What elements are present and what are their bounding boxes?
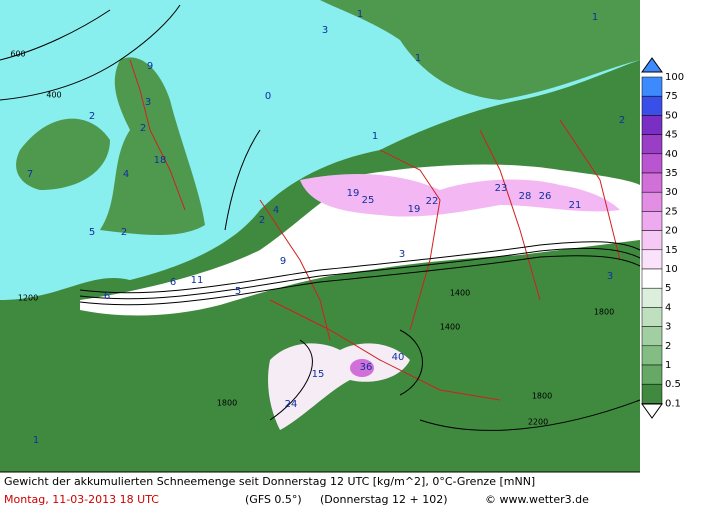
snow-label: 40	[392, 352, 405, 363]
legend-label: 100	[665, 72, 684, 83]
snow-label: 15	[312, 369, 325, 380]
snow-label: 3	[145, 97, 151, 108]
snow-label: 36	[360, 362, 373, 373]
snow-label: 24	[285, 399, 298, 410]
legend-bin	[641, 249, 663, 270]
legend-label: 1	[665, 360, 671, 371]
snow-label: 0	[265, 91, 271, 102]
footer-bg	[0, 472, 704, 513]
snow-label: 1	[357, 9, 363, 20]
snow-label: 1	[33, 435, 39, 446]
snow-label: 5	[235, 286, 241, 297]
snow-label: 2	[619, 115, 625, 126]
snow-label: 22	[426, 196, 439, 207]
contour-label: 1200	[18, 294, 38, 303]
legend-label: 30	[665, 187, 678, 198]
ireland	[16, 118, 111, 190]
legend-label: 3	[665, 322, 671, 333]
snow-label: 2	[89, 111, 95, 122]
legend-bin	[641, 345, 663, 366]
alps-snow	[268, 343, 410, 430]
snow-label: 2	[140, 123, 146, 134]
snow-label: 2	[121, 227, 127, 238]
snow-label: 26	[539, 191, 552, 202]
legend-bin	[641, 95, 663, 116]
snow-label: 19	[408, 204, 421, 215]
legend-bin	[641, 115, 663, 135]
legend-label: 35	[665, 168, 678, 179]
alps-core	[350, 359, 374, 377]
legend-bin	[641, 287, 663, 308]
contour-label: 2200	[528, 418, 548, 427]
legend-bin	[641, 153, 663, 174]
snow-label: 7	[27, 169, 33, 180]
legend-bin	[641, 364, 663, 385]
legend-label: 75	[665, 91, 678, 102]
legend-label: 25	[665, 206, 678, 217]
snow-label: 3	[322, 25, 328, 36]
snow-label: 3	[399, 249, 405, 260]
legend-bin	[641, 76, 663, 97]
legend-bin	[641, 307, 663, 327]
legend-bottom-arrow	[641, 403, 663, 419]
contour-label: 600	[10, 50, 25, 59]
legend-top-arrow	[641, 57, 663, 73]
legend-label: 10	[665, 264, 678, 275]
legend-bin	[641, 191, 663, 212]
contour-label: 1800	[217, 399, 237, 408]
legend-label: 0.1	[665, 398, 681, 409]
legend-bin	[641, 172, 663, 193]
legend-label: 45	[665, 130, 678, 141]
legend-bin	[641, 326, 663, 347]
snow-label: 9	[280, 256, 286, 267]
legend-label: 2	[665, 341, 671, 352]
legend-bin	[641, 383, 663, 404]
contour-label: 1800	[594, 308, 614, 317]
contours	[0, 4, 641, 431]
legend-bin	[641, 268, 663, 289]
snow-label: 21	[569, 200, 582, 211]
snow-label: 23	[495, 183, 508, 194]
contour-label: 400	[46, 91, 61, 100]
snow-label: 1	[415, 53, 421, 64]
legend-label: 20	[665, 226, 678, 237]
snow-label: 9	[147, 61, 153, 72]
footer-model: (GFS 0.5°)	[245, 493, 302, 506]
snow-label: 6	[170, 277, 176, 288]
legend-label: 15	[665, 245, 678, 256]
snow-label: 5	[89, 227, 95, 238]
footer-date: Montag, 11-03-2013 18 UTC	[4, 493, 159, 506]
legend-label: 50	[665, 110, 678, 121]
legend-label: 4	[665, 302, 671, 313]
legend-label: 40	[665, 149, 678, 160]
snow-label: 19	[347, 188, 360, 199]
legend-bin	[641, 134, 663, 155]
snow-label: 28	[519, 191, 532, 202]
snow-label: 25	[362, 195, 375, 206]
snow-label: 6	[104, 291, 110, 302]
legend-bin	[641, 211, 663, 231]
snow-label: 3	[607, 271, 613, 282]
scandinavia	[320, 0, 640, 100]
legend-bin	[641, 230, 663, 251]
snow-label: 1	[592, 12, 598, 23]
legend-label: 0.5	[665, 379, 681, 390]
snow-label: 18	[154, 155, 167, 166]
contour-label: 1400	[450, 289, 470, 298]
snow-core	[300, 174, 620, 217]
snow-label: 11	[191, 275, 204, 286]
footer-description: Gewicht der akkumulierten Schneemenge se…	[4, 475, 535, 488]
snow-label: 2	[259, 215, 265, 226]
contour-label: 1800	[532, 392, 552, 401]
britain	[100, 57, 205, 235]
snow-label: 1	[372, 131, 378, 142]
footer-credit: © www.wetter3.de	[485, 493, 589, 506]
borders	[129, 59, 621, 401]
snow-label: 4	[123, 169, 129, 180]
snow-label: 4	[273, 205, 279, 216]
footer-run: (Donnerstag 12 + 102)	[320, 493, 447, 506]
contour-label: 1400	[440, 323, 460, 332]
legend-label: 5	[665, 283, 671, 294]
